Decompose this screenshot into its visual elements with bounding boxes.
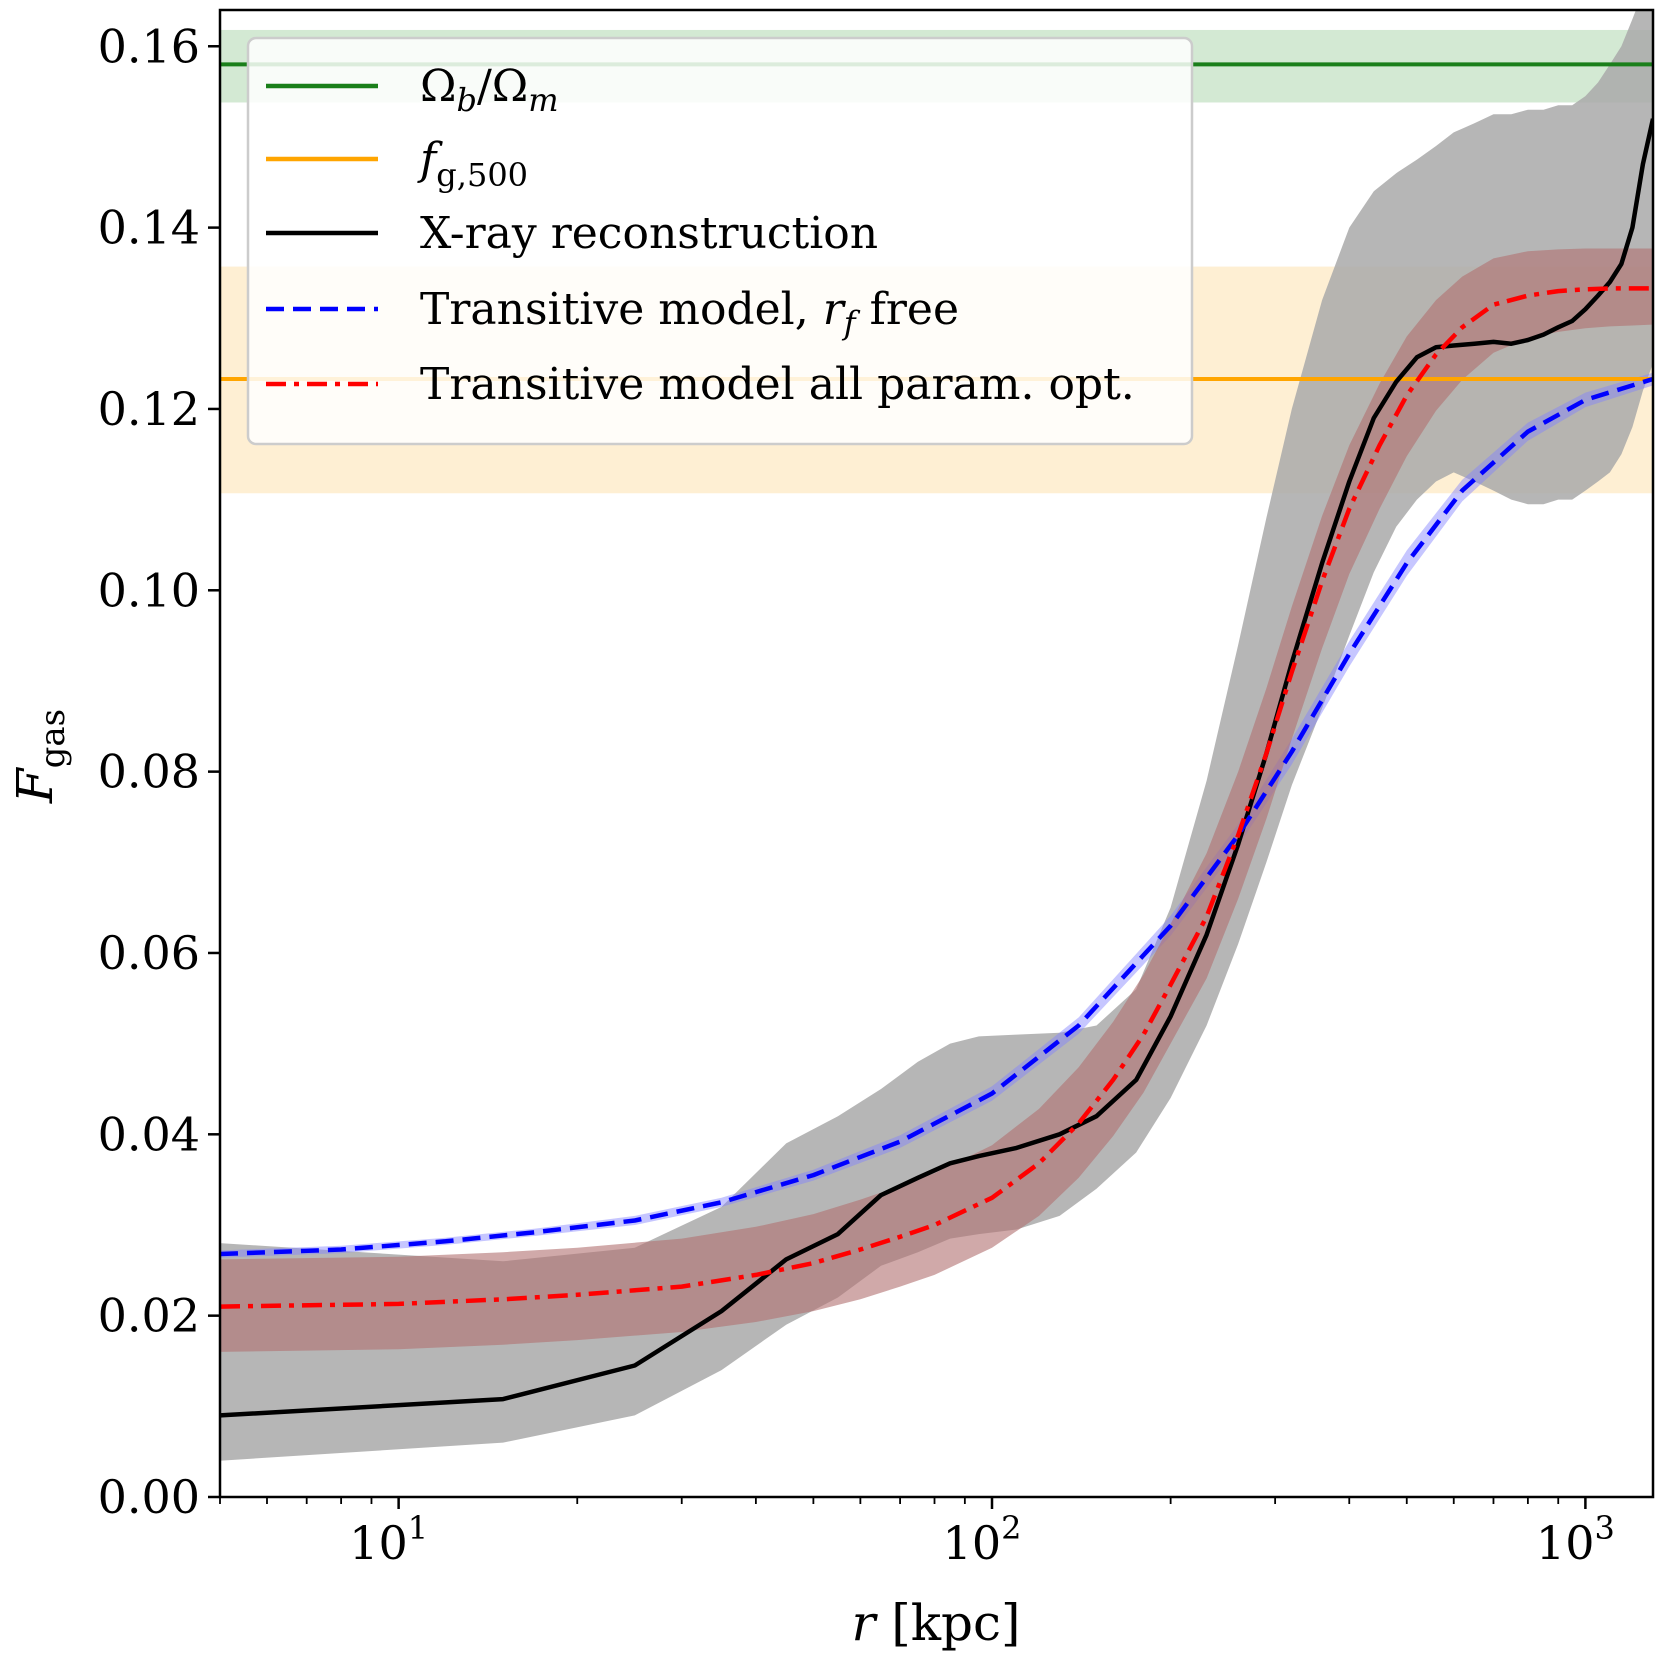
trans-all-line [220,286,1653,1309]
y-tick-label: 0.12 [98,382,200,436]
y-tick-label: 0.16 [98,19,200,73]
y-tick-label: 0.04 [98,1107,200,1161]
legend-fg500-label: fg,500 [417,134,528,194]
legend: Ωb/Ωm fg,500 X-ray reconstruction Transitiv… [246,36,1194,446]
y-axis-label: Fgas [6,709,73,804]
y-tick-label: 0.08 [98,745,200,799]
x-axis-label: r [kpc] [851,1594,1020,1652]
y-tick-label: 0.06 [98,926,200,980]
legend-omega-label: Ωb/Ωm [420,61,559,119]
legend-xray-label: X-ray reconstruction [420,208,878,259]
xray-line [220,118,1653,1418]
plot-frame [218,8,1655,1499]
axes: 0.00 0.02 0.04 0.06 0.08 0.10 0.12 0.14 0.16 101 1… [98,19,1615,1570]
trans-rf-line [220,376,1653,1257]
svg-text:Fgas: Fgas [6,709,73,804]
legend-trans_rf-label: Transitive model, rf free [420,284,959,342]
x-tick-label: 101 [349,1509,428,1570]
legend-box [246,36,1194,446]
x-tick-label: 103 [1536,1509,1615,1570]
y-tick-label: 0.14 [98,201,200,255]
x-tick-label: 102 [943,1509,1022,1570]
y-tick-label: 0.10 [98,563,200,617]
y-tick-label: 0.00 [98,1470,200,1524]
legend-trans_all-label: Transitive model all param. opt. [420,359,1135,410]
y-tick-label: 0.02 [98,1289,200,1343]
